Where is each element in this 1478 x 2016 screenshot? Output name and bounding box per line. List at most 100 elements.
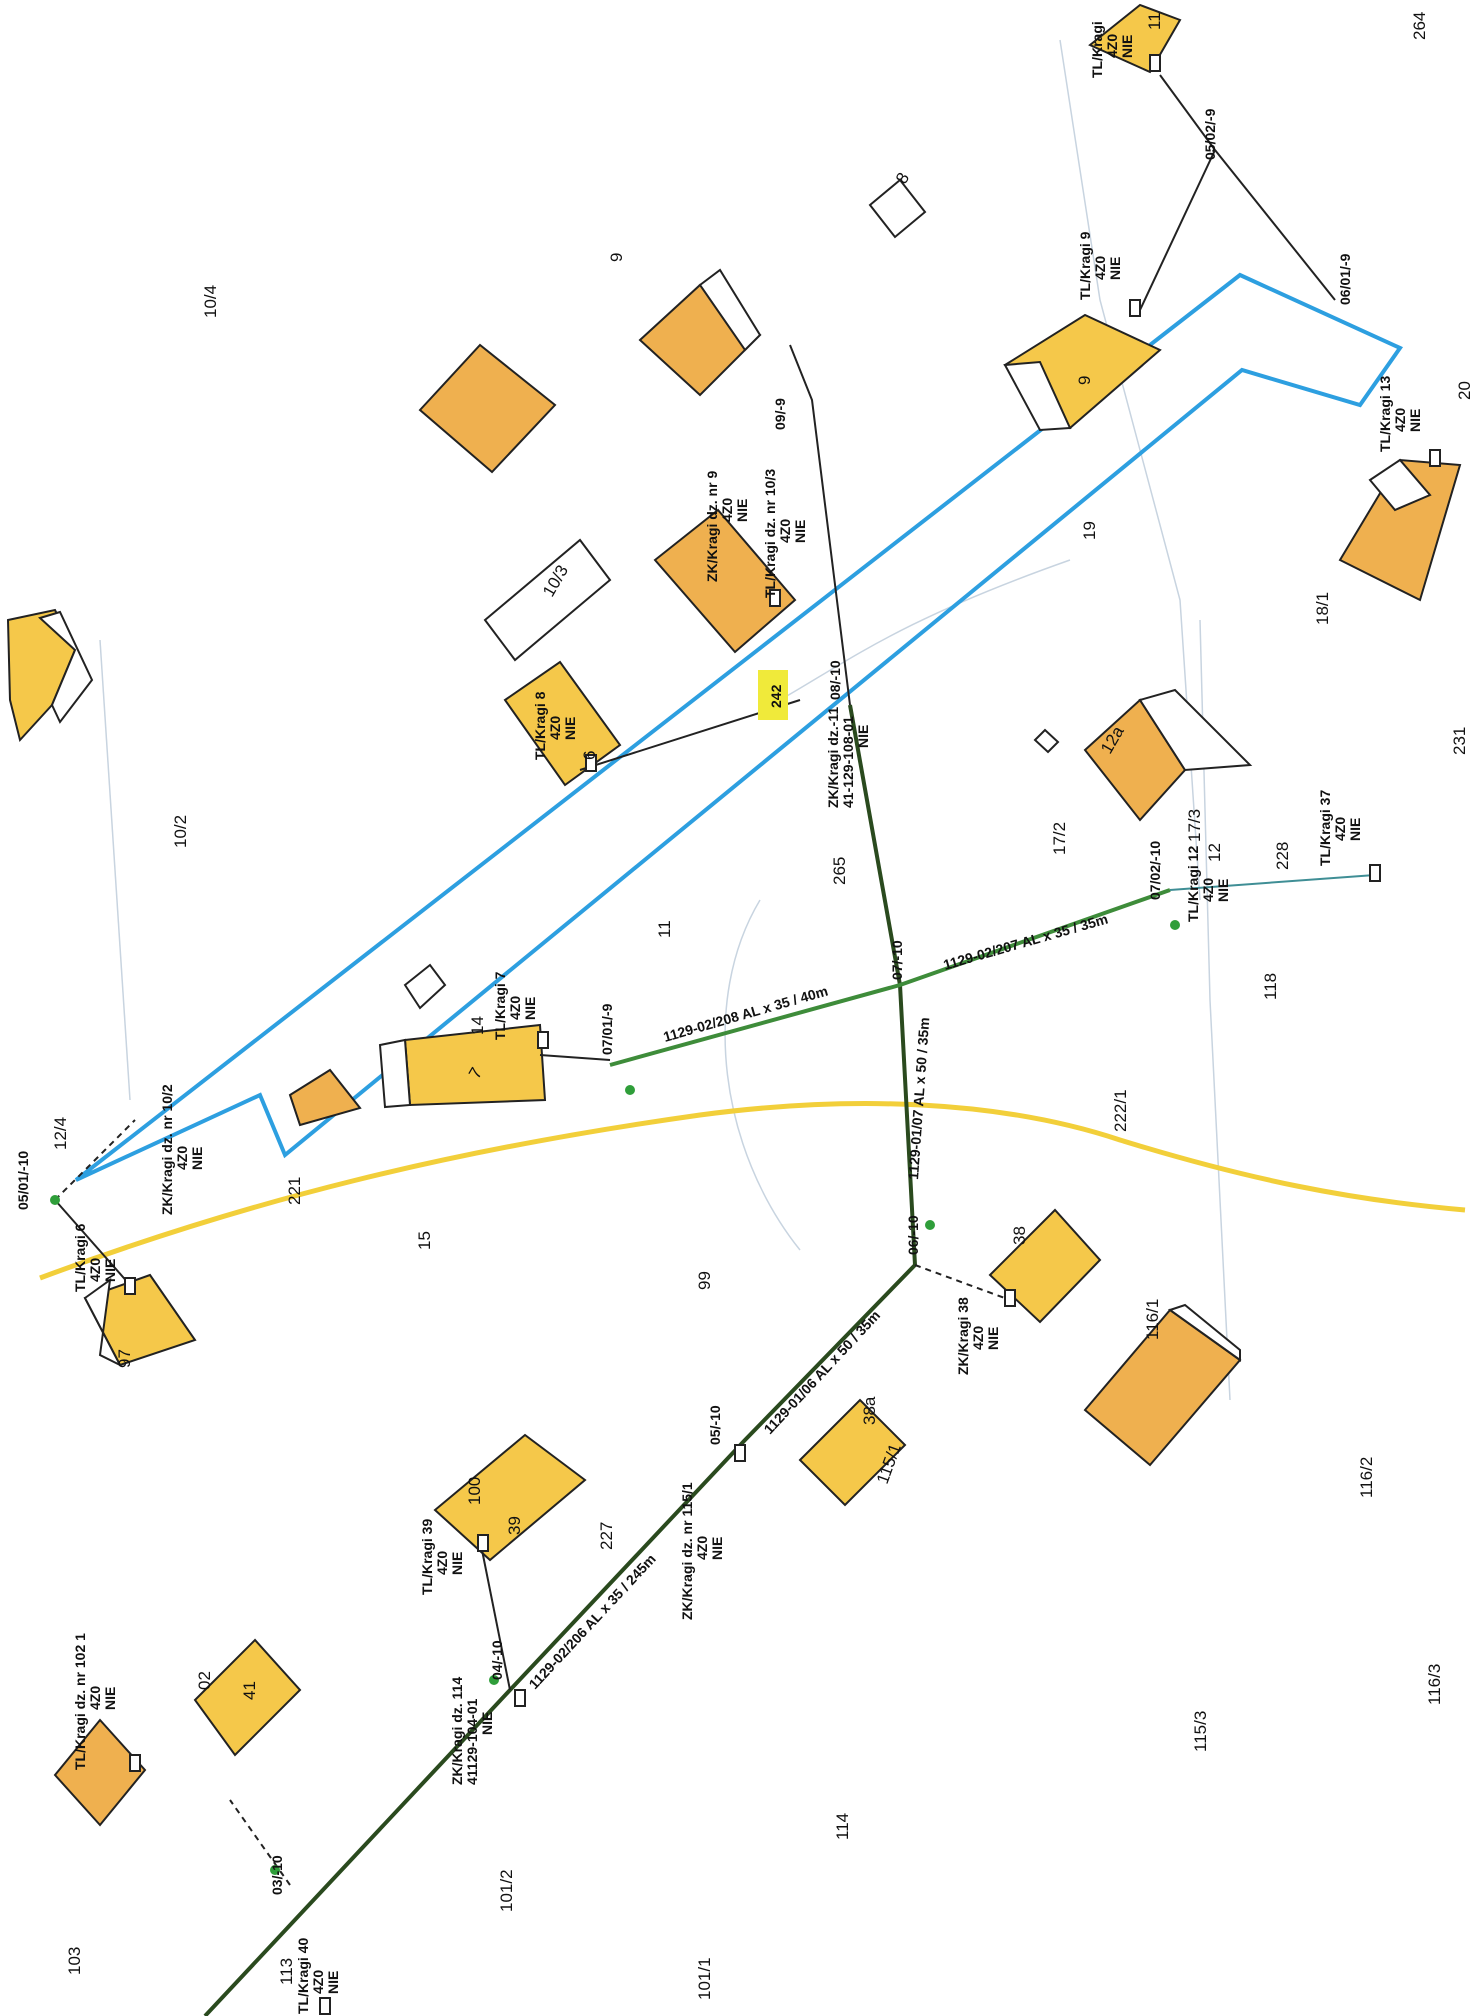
parcel-label: 115/3 xyxy=(1191,1711,1210,1752)
node-label: 07/02/-10 xyxy=(1147,841,1163,900)
parcel-label: 265 xyxy=(830,857,849,885)
svg-text:ZK/Kragi dz. nr 10/2: ZK/Kragi dz. nr 10/2 xyxy=(159,1084,175,1215)
building xyxy=(1033,728,1060,754)
svg-text:4Z0: 4Z0 xyxy=(1092,256,1108,280)
parcel-label: 17/2 xyxy=(1050,822,1069,855)
parcel-labels: 10/4 9 10/3 10/2 11 12/4 15 221 99 97 19… xyxy=(51,12,1474,2000)
building xyxy=(53,1718,147,1827)
parcel-label: 97 xyxy=(115,1349,134,1368)
road-line xyxy=(39,1101,1466,1281)
svg-text:NIE: NIE xyxy=(102,1259,118,1282)
house-number: 9 xyxy=(1075,376,1094,385)
svg-text:4Z0: 4Z0 xyxy=(174,1146,190,1170)
svg-text:NIE: NIE xyxy=(734,499,750,522)
house-number: 38a xyxy=(860,1396,879,1425)
svg-text:4Z0: 4Z0 xyxy=(694,1536,710,1560)
parcel-label: 116/2 xyxy=(1357,1457,1376,1498)
parcel-label: 116/1 xyxy=(1143,1299,1162,1340)
zone-label-bg xyxy=(758,670,788,720)
parcel-label: 9 xyxy=(607,253,626,262)
node-label: 06/-10 xyxy=(905,1215,921,1255)
connection-tl-kragi-102-1: TL/Kragi dz. nr 102 1 4Z0 NIE xyxy=(72,1633,118,1770)
svg-text:NIE: NIE xyxy=(709,1537,725,1560)
svg-text:TL/Kragi 37: TL/Kragi 37 xyxy=(1317,790,1333,866)
svg-text:NIE: NIE xyxy=(102,1687,118,1710)
svg-text:TL/Kragi 8: TL/Kragi 8 xyxy=(532,691,548,760)
house-number: 17/3 xyxy=(1185,809,1204,842)
parcel-label: 227 xyxy=(597,1522,616,1550)
svg-text:TL/Kragi 6: TL/Kragi 6 xyxy=(72,1223,88,1292)
svg-text:4Z0: 4Z0 xyxy=(1104,34,1120,58)
svg-text:NIE: NIE xyxy=(562,717,578,740)
node-label: 05/01/-10 xyxy=(15,1151,31,1210)
connection-tl-kragi-40: TL/Kragi 40 4Z0 NIE xyxy=(295,1938,341,2014)
building xyxy=(403,963,447,1010)
connection-tl-kragi-7: TL/Kragi 7 4Z0 NIE xyxy=(492,971,538,1040)
svg-text:41129-104-01: 41129-104-01 xyxy=(464,1698,480,1785)
connection-tl-kragi-8: TL/Kragi 8 4Z0 NIE xyxy=(532,691,578,760)
cable-label: 1129-02/207 AL x 35 / 35m xyxy=(941,911,1109,973)
svg-text:TL/Kragi 39: TL/Kragi 39 xyxy=(419,1519,435,1595)
building xyxy=(1003,360,1072,432)
building xyxy=(418,343,557,474)
svg-text:NIE: NIE xyxy=(792,520,808,543)
parcel-label: 118 xyxy=(1261,973,1280,1000)
svg-text:41-129-108-01: 41-129-108-01 xyxy=(840,716,856,808)
svg-text:NIE: NIE xyxy=(1119,35,1135,58)
svg-text:TL/Kragi 12: TL/Kragi 12 xyxy=(1185,846,1201,922)
svg-text:TL/Kragi 13: TL/Kragi 13 xyxy=(1377,376,1393,452)
svg-text:4Z0: 4Z0 xyxy=(1392,408,1408,432)
building xyxy=(38,610,94,724)
svg-text:NIE: NIE xyxy=(985,1327,1001,1350)
svg-text:4Z0: 4Z0 xyxy=(1200,878,1216,902)
parcel-label: 12/4 xyxy=(51,1117,70,1150)
svg-text:NIE: NIE xyxy=(855,725,871,748)
house-number: 39 xyxy=(505,1516,524,1535)
terminal-points xyxy=(50,920,1180,1875)
node-labels: 05/01/-10 07/01/-9 07/-10 08/-10 09/-9 0… xyxy=(15,108,1353,1895)
house-number: 12 xyxy=(1205,843,1224,862)
svg-text:TL/Kragi dz. nr 10/3: TL/Kragi dz. nr 10/3 xyxy=(762,469,778,598)
terminal-boxes xyxy=(124,54,1441,2015)
connection-zk-kragi-115-1: ZK/Kragi dz. nr 115/1 4Z0 NIE xyxy=(679,1482,725,1620)
building xyxy=(1138,688,1253,772)
house-number: 41 xyxy=(240,1681,259,1700)
parcel-label: 100 xyxy=(465,1477,484,1505)
parcel-label: 10/2 xyxy=(171,815,190,848)
cable-label: 1129-01/07 AL x 50 / 35m xyxy=(905,1017,932,1180)
svg-text:NIE: NIE xyxy=(189,1147,205,1170)
node-label: 03/-10 xyxy=(269,1855,285,1895)
svg-text:NIE: NIE xyxy=(449,1552,465,1575)
building xyxy=(403,1023,547,1107)
svg-text:4Z0: 4Z0 xyxy=(507,996,523,1020)
svg-text:4Z0: 4Z0 xyxy=(1332,817,1348,841)
building xyxy=(868,178,927,239)
parcel-label: 18/1 xyxy=(1313,592,1332,625)
cable-label: 1129-02/208 AL x 35 / 40m xyxy=(661,983,829,1045)
parcel-label: 116/3 xyxy=(1425,1664,1444,1705)
svg-text:ZK/Kragi dz. 114: ZK/Kragi dz. 114 xyxy=(449,1677,465,1785)
node-label: 06/01/-9 xyxy=(1337,253,1353,305)
parcel-label: 228 xyxy=(1273,842,1292,870)
house-number: 14 xyxy=(468,1016,487,1035)
connection-zk-kragi-38: ZK/Kragi 38 4Z0 NIE xyxy=(955,1297,1001,1375)
building xyxy=(433,1433,587,1562)
parcel-label: 103 xyxy=(65,1947,84,1975)
node-label: 09/-9 xyxy=(772,398,788,430)
svg-text:TL/Kragi: TL/Kragi xyxy=(1089,21,1105,78)
svg-text:NIE: NIE xyxy=(1347,818,1363,841)
connection-zk-kragi-9: ZK/Kragi dz. nr 9 4Z0 NIE xyxy=(704,471,750,582)
connection-tl-kragi-6: TL/Kragi 6 4Z0 NIE xyxy=(72,1223,118,1292)
zone-label: 242 xyxy=(768,684,784,708)
connection-tl-kragi-9: TL/Kragi 9 4Z0 NIE xyxy=(1077,231,1123,300)
svg-text:TL/Kragi 40: TL/Kragi 40 xyxy=(295,1938,311,2014)
svg-text:4Z0: 4Z0 xyxy=(87,1686,103,1710)
parcel-label: 19 xyxy=(1080,521,1099,540)
parcel-label: 20 xyxy=(1455,381,1474,400)
building xyxy=(193,1638,302,1757)
svg-text:NIE: NIE xyxy=(479,1712,495,1735)
svg-text:TL/Kragi 7: TL/Kragi 7 xyxy=(492,971,508,1040)
cable-label: 1129-02/206 AL x 35 / 245m xyxy=(525,1551,658,1692)
parcel-label: 15 xyxy=(415,1231,434,1250)
